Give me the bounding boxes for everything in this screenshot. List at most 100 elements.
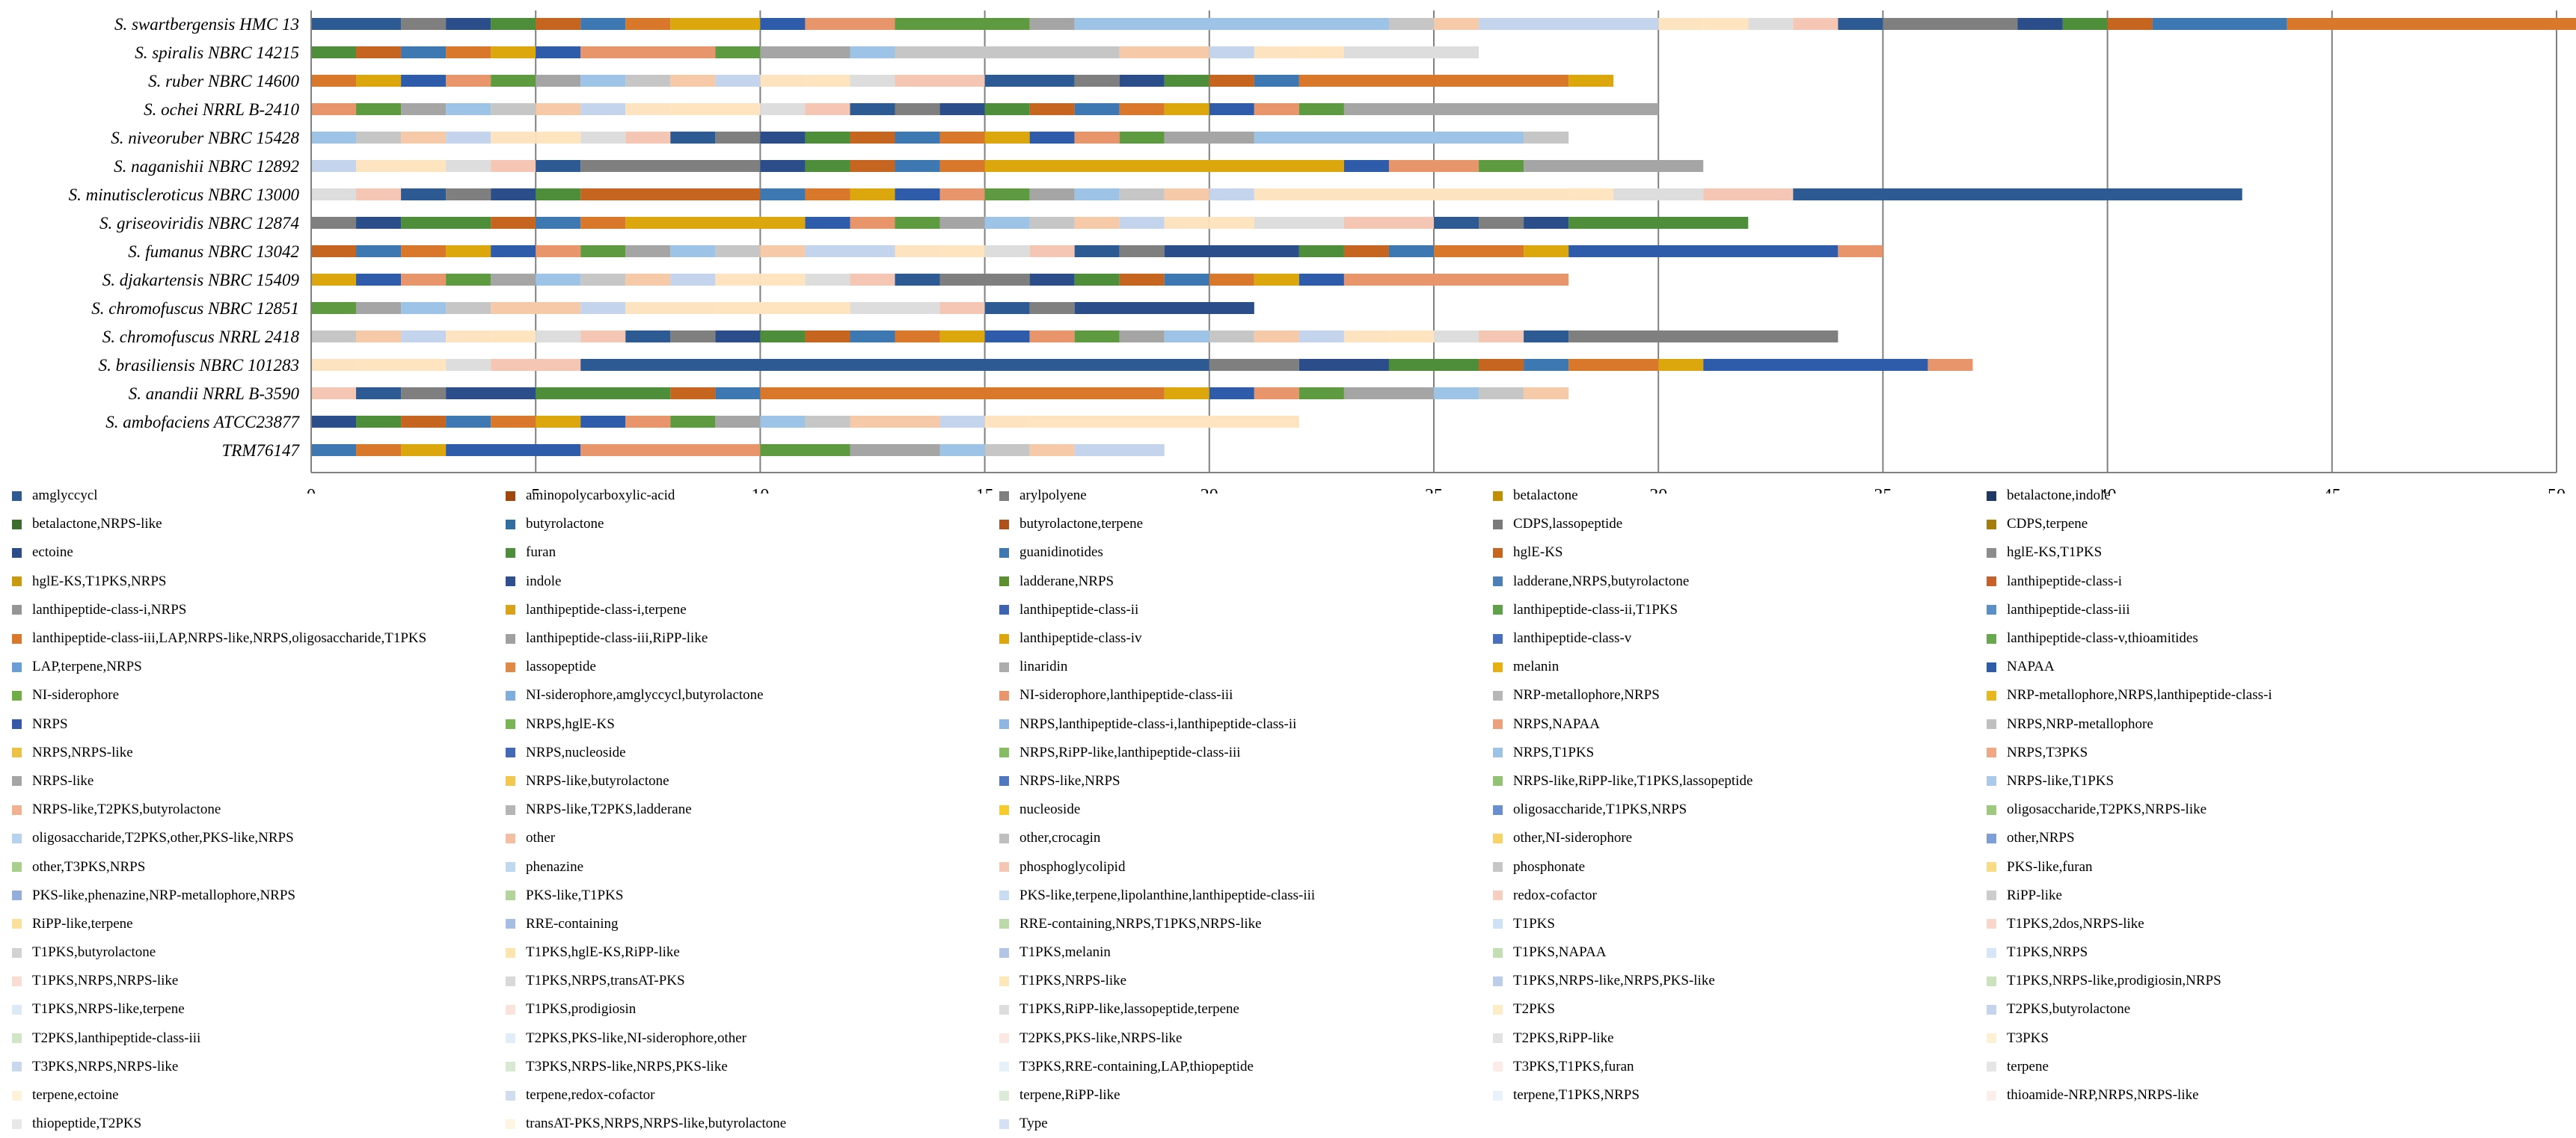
bar-segment [356, 302, 402, 314]
legend-label: other,T3PKS,NRPS [32, 858, 146, 875]
bar-segment [1479, 359, 1524, 371]
bar-segment [625, 330, 671, 342]
bar-segment [670, 416, 716, 428]
bar-segment [939, 274, 1030, 286]
bar-segment [2017, 18, 2063, 30]
legend-swatch [506, 1004, 515, 1015]
bar-segment [311, 245, 357, 257]
legend-item: NRPS,lanthipeptide-class-i,lanthipeptide… [999, 710, 1493, 739]
legend-label: NRPS,T1PKS [1513, 744, 1595, 760]
bar-segment [670, 387, 716, 399]
bar-segment [760, 245, 806, 257]
legend-label: NRPS,RiPP-like,lanthipeptide-class-iii [1019, 744, 1241, 760]
legend-label: NRPS,T3PKS [2007, 744, 2088, 760]
legend-swatch [1987, 605, 1996, 615]
legend-swatch [999, 862, 1009, 873]
bar-segment [356, 217, 402, 229]
legend-swatch [12, 1090, 22, 1101]
bar-segment [1164, 217, 1209, 229]
bar-segment [356, 132, 402, 144]
bar-segment [1524, 387, 1569, 399]
bar-segment [401, 217, 491, 229]
bar-segment [850, 274, 895, 286]
x-tick-label: 35 [1874, 486, 1892, 493]
bar-segment [939, 103, 985, 115]
bar-segment [311, 188, 357, 200]
bar-segment [401, 18, 447, 30]
bar-segment [1254, 330, 1299, 342]
legend-label: T1PKS,NRPS,transAT-PKS [526, 973, 685, 989]
bar-segment [311, 387, 357, 399]
legend-label: betalactone,NRPS-like [32, 516, 162, 532]
legend-label: NI-siderophore [32, 687, 120, 704]
legend-item: T1PKS,NRPS-like,terpene [12, 995, 506, 1024]
bar-segment [1524, 217, 1569, 229]
bar-segment [1343, 245, 1389, 257]
bar-segment [580, 330, 626, 342]
bar-segment [805, 75, 850, 87]
legend-item: NRPS,T3PKS [1987, 739, 2480, 767]
legend-label: melanin [1513, 659, 1560, 675]
bar-segment [1479, 330, 1524, 342]
x-tick-label: 25 [1425, 486, 1443, 493]
x-tick-label: 30 [1649, 486, 1667, 493]
legend-swatch [999, 891, 1009, 901]
legend-item: melanin [1493, 653, 1987, 681]
bar-segment [446, 359, 491, 371]
bar-segment [850, 330, 895, 342]
bar-segment [1388, 245, 1434, 257]
bar-segment [536, 18, 581, 30]
legend-label: arylpolyene [1019, 488, 1087, 504]
bar-segment [1838, 18, 1883, 30]
legend-swatch [506, 947, 515, 958]
legend-item: lanthipeptide-class-v [1493, 624, 1987, 653]
legend-item: T1PKS,NRPS,NRPS-like [12, 967, 506, 995]
legend-label: T1PKS,NRPS,NRPS-like [32, 973, 179, 989]
bar-segment [401, 188, 447, 200]
bar-segment [491, 132, 536, 144]
bar-segment [850, 46, 895, 58]
bar-segment [1658, 18, 1704, 30]
bar-segment [1209, 359, 1299, 371]
legend-swatch [506, 519, 515, 529]
legend-item: NI-siderophore [12, 681, 506, 710]
legend-item: T1PKS,prodigiosin [506, 995, 999, 1024]
bar-segment [536, 217, 581, 229]
legend-swatch [999, 576, 1009, 587]
legend-item: PKS-like,phenazine,NRP-metallophore,NRPS [12, 882, 506, 910]
bar-segment [670, 103, 761, 115]
bar-segment [939, 132, 985, 144]
bar-segment [1209, 217, 1254, 229]
category-label: S. chromofuscus NRRL 2418 [102, 327, 300, 346]
bar-segment [356, 75, 402, 87]
bar-segment [715, 132, 761, 144]
legend-swatch [12, 776, 22, 787]
legend-swatch [999, 947, 1009, 958]
legend-swatch [1493, 1062, 1503, 1072]
bar-segment [850, 132, 895, 144]
legend-label: NRPS,nucleoside [526, 744, 626, 760]
bar-segment [670, 75, 716, 87]
bar-segment [850, 103, 895, 115]
bar-segment [984, 302, 1030, 314]
bar-segment [580, 444, 761, 456]
legend-swatch [1987, 662, 1996, 672]
bar-segment [491, 217, 536, 229]
bar-segment [356, 416, 402, 428]
legend-swatch [506, 1062, 515, 1072]
legend-swatch [506, 976, 515, 986]
legend-swatch [12, 633, 22, 644]
bar-segment [311, 160, 357, 172]
bar-segment [2287, 18, 2576, 30]
bar-segment [1343, 160, 1389, 172]
bar-segment [1748, 18, 1794, 30]
legend-swatch [1987, 490, 1996, 501]
legend-swatch [1493, 1033, 1503, 1044]
bar-segment [1164, 330, 1209, 342]
category-label: S. fumanus NBRC 13042 [128, 242, 299, 261]
bar-segment [715, 330, 761, 342]
legend-item: T3PKS,T1PKS,furan [1493, 1053, 1987, 1081]
legend-label: T3PKS,NRPS-like,NRPS,PKS-like [526, 1058, 728, 1074]
legend-item: T3PKS [1987, 1024, 2480, 1053]
bar-segment [1209, 103, 1254, 115]
